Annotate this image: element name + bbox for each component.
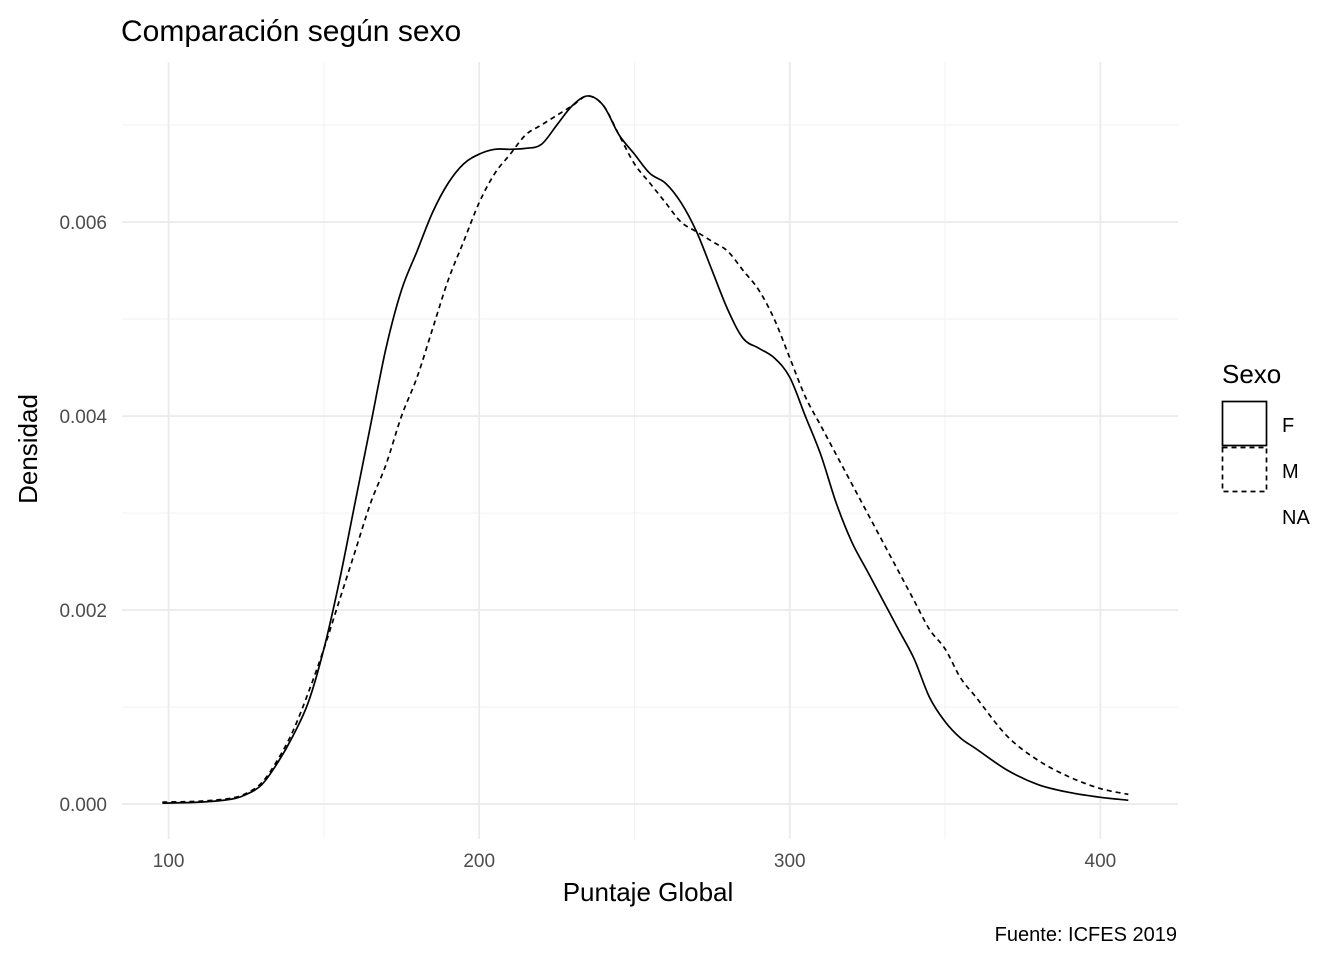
series-lines [162, 95, 1129, 804]
legend-key-f [1221, 400, 1268, 447]
y-tick-label: 0.002 [59, 601, 107, 622]
x-tick-label: 200 [463, 851, 495, 872]
x-axis-title: Puntaje Global [563, 877, 734, 907]
legend-key-m [1221, 446, 1268, 493]
legend-title: Sexo [1222, 359, 1281, 389]
x-axis-ticks: 100 200 300 400 [153, 851, 1116, 872]
y-axis-ticks: 0.000 0.002 0.004 0.006 [59, 213, 107, 816]
y-axis-title: Densidad [13, 394, 43, 504]
y-tick-label: 0.000 [59, 795, 107, 816]
legend-label-f: F [1282, 415, 1294, 437]
gridlines [122, 62, 1178, 839]
legend-label-na: NA [1282, 507, 1310, 529]
density-line-f [162, 95, 1129, 804]
x-tick-label: 300 [774, 851, 806, 872]
legend-label-m: M [1282, 461, 1299, 483]
y-tick-label: 0.006 [59, 213, 107, 234]
x-tick-label: 100 [153, 851, 185, 872]
chart-title: Comparación según sexo [121, 15, 461, 48]
density-line-m [162, 95, 1129, 803]
legend: Sexo F M NA [1221, 359, 1310, 529]
chart-caption: Fuente: ICFES 2019 [995, 924, 1177, 946]
legend-entries: F M NA [1221, 400, 1310, 529]
x-tick-label: 400 [1085, 851, 1117, 872]
y-tick-label: 0.004 [59, 407, 107, 428]
